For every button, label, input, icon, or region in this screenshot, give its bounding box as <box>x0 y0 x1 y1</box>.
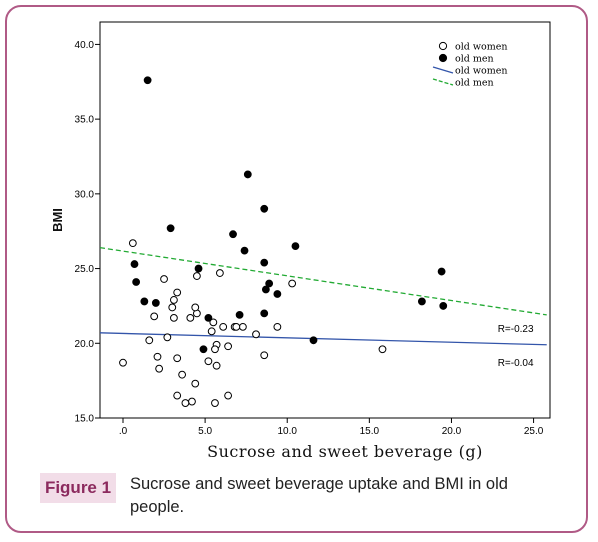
point-old-women <box>252 330 260 339</box>
r-annotation: R=-0.04 <box>498 358 534 369</box>
legend-dashed-line-icon <box>432 78 454 86</box>
point-old-women <box>173 354 182 363</box>
point-old-women <box>160 275 168 283</box>
point-old-men <box>439 302 448 310</box>
fit-line-old-women <box>99 332 547 346</box>
legend-label: old men <box>455 54 494 65</box>
y-tick-label: 15.0 <box>75 414 95 425</box>
legend-filled-circle-icon <box>438 53 448 63</box>
point-old-women <box>238 322 247 331</box>
point-old-men <box>260 258 269 267</box>
point-old-men <box>417 297 426 306</box>
point-old-women <box>232 322 241 331</box>
legend-solid-line-icon <box>432 66 454 74</box>
point-old-men <box>260 309 269 318</box>
point-old-women <box>273 322 282 331</box>
point-old-men <box>229 230 237 239</box>
point-old-women <box>170 313 178 322</box>
point-old-women <box>211 345 219 354</box>
point-old-women <box>212 361 221 370</box>
point-old-men <box>194 264 203 273</box>
point-old-women <box>168 303 177 312</box>
point-old-women <box>173 391 182 400</box>
point-old-men <box>243 170 252 179</box>
figure-label: Figure 1 <box>40 473 116 503</box>
point-old-women <box>204 357 213 366</box>
point-old-women <box>224 342 233 351</box>
point-old-men <box>240 246 249 255</box>
plot-area <box>99 21 551 419</box>
data-marks: R=-0.04 R=-0.23 <box>99 76 547 407</box>
point-old-men <box>261 285 270 294</box>
point-old-women <box>224 391 233 400</box>
point-old-women <box>178 370 187 379</box>
legend-label: old women <box>455 42 507 53</box>
legend-label: old men <box>455 78 494 89</box>
legend-open-circle-icon <box>438 41 448 51</box>
x-tick-label: 20.0 <box>442 426 462 437</box>
point-old-men <box>132 278 141 286</box>
point-old-men <box>130 260 139 268</box>
point-old-men <box>309 336 318 345</box>
x-tick-label: 10.0 <box>277 426 297 437</box>
x-tick-label: 15.0 <box>360 426 380 437</box>
legend-label: old women <box>455 66 507 77</box>
point-old-women <box>207 327 216 336</box>
point-old-women <box>163 333 172 342</box>
point-old-women <box>145 336 154 345</box>
axes: 15.0 20.0 25.0 30.0 35.0 40.0 .0 5.0 10.0 15.0 20.… <box>50 40 544 461</box>
y-tick-label: 30.0 <box>75 189 95 200</box>
point-old-women <box>219 322 228 331</box>
point-old-women <box>181 399 190 407</box>
point-old-women <box>186 313 195 322</box>
point-old-women <box>288 279 297 288</box>
point-old-men <box>260 204 269 213</box>
point-old-women <box>155 364 164 373</box>
r-annotation: R=-0.23 <box>498 324 534 335</box>
x-tick-label: 5.0 <box>198 426 212 437</box>
point-old-women <box>211 399 219 407</box>
y-axis-label: BMI <box>50 208 65 232</box>
x-tick-label: 25.0 <box>524 426 544 437</box>
point-old-women <box>215 269 224 277</box>
point-old-women <box>260 351 269 360</box>
point-old-men <box>199 345 208 354</box>
point-old-women <box>191 303 200 312</box>
point-old-women <box>150 312 159 321</box>
point-old-men <box>143 76 152 85</box>
point-old-women <box>153 352 162 361</box>
point-old-women <box>188 397 196 406</box>
point-old-women <box>209 318 218 327</box>
point-old-men <box>140 297 149 306</box>
point-old-men <box>265 279 274 288</box>
point-old-women <box>173 288 182 297</box>
point-old-men <box>235 310 244 319</box>
y-tick-label: 20.0 <box>75 339 95 350</box>
point-old-men <box>437 267 446 276</box>
figure-caption-text: Sucrose and sweet beverage uptake and BM… <box>130 475 508 516</box>
point-old-women <box>191 379 200 388</box>
point-old-women <box>378 345 387 354</box>
point-old-men <box>166 224 175 233</box>
point-old-women <box>119 358 127 367</box>
x-axis-label: Sucrose and sweet beverage (g) <box>207 442 483 461</box>
x-tick-label: .0 <box>119 426 128 437</box>
point-old-men <box>291 242 300 251</box>
scatter-chart: 15.0 20.0 25.0 30.0 35.0 40.0 .0 5.0 10.0 15.0 20.… <box>50 21 551 461</box>
y-tick-label: 25.0 <box>75 264 95 275</box>
point-old-men <box>151 299 160 307</box>
point-old-women <box>128 239 137 248</box>
plot-border <box>99 21 551 419</box>
point-old-women <box>170 296 178 304</box>
point-old-men <box>204 313 213 322</box>
point-old-men <box>273 290 282 298</box>
fit-line-old-men <box>99 247 547 316</box>
point-old-women <box>192 272 201 280</box>
y-tick-label: 35.0 <box>75 115 95 126</box>
y-tick-label: 40.0 <box>75 40 95 51</box>
